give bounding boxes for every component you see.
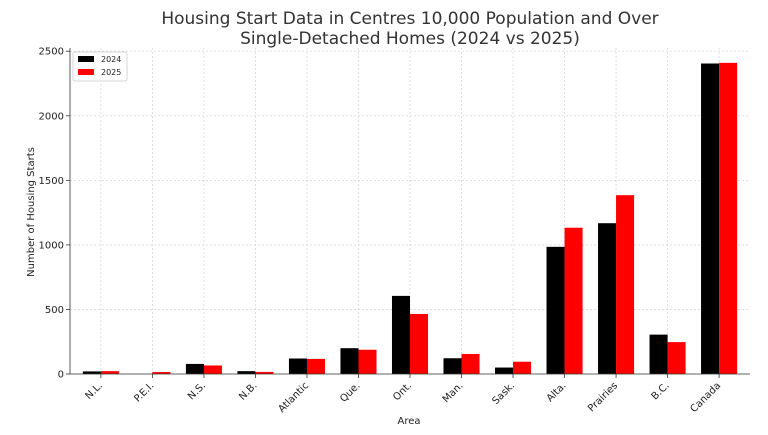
bar-2025-P.E.I. xyxy=(152,372,171,374)
y-tick-label: 0 xyxy=(58,370,64,381)
legend-swatch-2025 xyxy=(78,69,94,75)
y-tick-label: 1000 xyxy=(39,240,64,251)
chart-title-line-2: Single-Detached Homes (2024 vs 2025) xyxy=(240,29,580,49)
bar-2024-Prairies xyxy=(598,223,617,374)
bar-2025-N.B. xyxy=(255,371,274,374)
y-tick-label: 2000 xyxy=(39,111,64,122)
x-tick-label: Man. xyxy=(441,380,466,405)
bar-2024-Alta. xyxy=(546,246,565,374)
bar-2025-Canada xyxy=(719,62,738,374)
bar-2025-Sask. xyxy=(513,361,532,374)
bar-2025-Ont. xyxy=(410,313,429,374)
bar-2024-Man. xyxy=(443,358,462,374)
x-tick-label: N.L. xyxy=(84,380,106,402)
legend-swatch-2024 xyxy=(78,56,94,62)
x-tick-label: N.S. xyxy=(186,380,208,402)
bar-2024-B.C. xyxy=(649,334,668,374)
bar-2024-Sask. xyxy=(495,367,514,374)
bar-2025-Alta. xyxy=(564,227,583,374)
x-axis-label: Area xyxy=(397,416,420,427)
legend: 2024 2025 xyxy=(72,51,128,82)
legend-label-2025: 2025 xyxy=(101,68,121,77)
x-tick-label: Que. xyxy=(338,380,362,404)
x-ticks: N.L. P.E.I. N.S. N.B. Atlantic Que. Ont. Man. Sa… xyxy=(84,374,724,415)
bar-2025-Atlantic xyxy=(306,358,325,374)
bar-2024-N.L. xyxy=(82,371,101,374)
bar-2025-Que. xyxy=(358,349,377,374)
bar-2024-N.S. xyxy=(185,363,204,374)
bar-2024-N.B. xyxy=(237,371,256,374)
bar-2025-N.L. xyxy=(100,371,119,374)
x-tick-label: Atlantic xyxy=(276,380,311,415)
bar-2025-Man. xyxy=(461,353,480,374)
x-tick-label: Sask. xyxy=(491,380,518,407)
bar-2024-Ont. xyxy=(391,295,410,374)
x-tick-label: Alta. xyxy=(545,380,569,404)
x-tick-label: Canada xyxy=(689,380,724,415)
bars xyxy=(82,62,738,374)
y-tick-label: 1500 xyxy=(39,176,64,187)
x-tick-label: N.B. xyxy=(237,380,259,402)
x-tick-label: Prairies xyxy=(586,380,620,414)
y-tick-label: 2500 xyxy=(39,47,64,58)
y-axis-label: Number of Housing Starts xyxy=(26,147,37,277)
bar-2024-Que. xyxy=(340,348,359,374)
x-tick-label: Ont. xyxy=(391,380,414,403)
x-tick-label: P.E.I. xyxy=(132,380,156,404)
y-tick-label: 500 xyxy=(45,305,64,316)
bar-2025-Prairies xyxy=(616,195,635,374)
bar-2024-Canada xyxy=(701,63,720,374)
legend-label-2024: 2024 xyxy=(101,55,121,64)
bar-2024-Atlantic xyxy=(288,358,307,374)
y-ticks: 0 500 1000 1500 2000 2500 xyxy=(39,47,70,381)
bar-2025-N.S. xyxy=(203,365,222,374)
x-tick-label: B.C. xyxy=(650,380,672,402)
chart-title-line-1: Housing Start Data in Centres 10,000 Pop… xyxy=(161,9,658,29)
bar-2025-B.C. xyxy=(667,342,686,374)
